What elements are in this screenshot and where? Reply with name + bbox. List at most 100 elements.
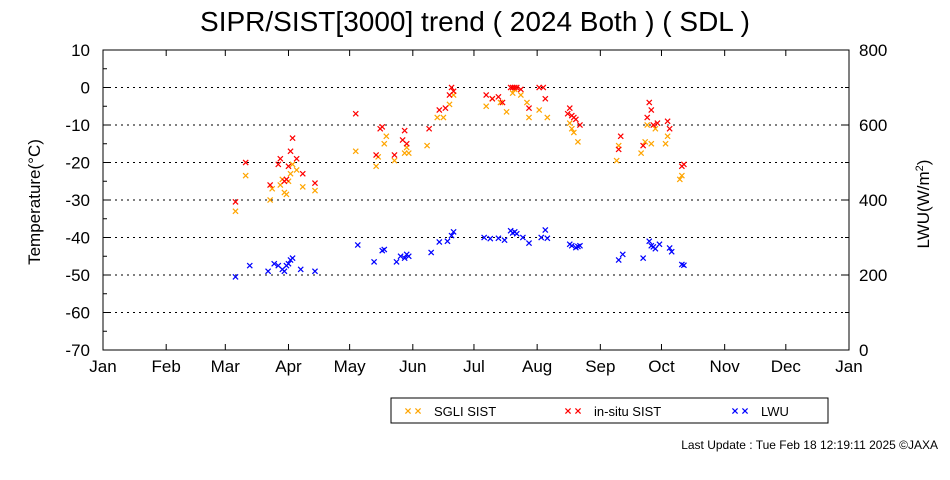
y-left-tick-label: -40 (65, 229, 90, 248)
sgli-point (293, 166, 300, 174)
x-tick-label: Jan (835, 357, 862, 376)
x-tick-label: May (334, 357, 367, 376)
lwu-point (519, 234, 526, 241)
lwu-point (513, 230, 520, 237)
lwu-point (680, 262, 687, 269)
insitu-point (525, 105, 533, 112)
insitu-point (517, 86, 524, 93)
insitu-point (499, 99, 506, 106)
y-right-tick-label: 200 (859, 266, 887, 285)
insitu-point (644, 114, 651, 121)
insitu-point (495, 93, 502, 100)
series-lwu (232, 226, 687, 280)
insitu-point (648, 106, 655, 114)
insitu-point (666, 125, 673, 132)
insitu-point (680, 161, 687, 168)
legend-marker-sgli (414, 407, 422, 415)
lwu-point (525, 240, 533, 247)
insitu-point (436, 106, 443, 114)
lwu-point (576, 242, 583, 249)
lwu-point (265, 268, 272, 275)
series-insitu (232, 84, 687, 205)
legend-label-insitu: in-situ SIST (594, 404, 661, 419)
lwu-point (538, 234, 545, 241)
legend-marker-lwu (741, 407, 749, 415)
x-tick-label: Mar (211, 357, 241, 376)
sgli-point (283, 191, 290, 198)
sgli-point (570, 129, 577, 136)
legend-marker-sgli (404, 407, 412, 415)
lwu-point (393, 258, 400, 265)
y-left-tick-label: -50 (65, 266, 90, 285)
sgli-point (383, 133, 390, 140)
lwu-point (428, 249, 435, 256)
insitu-point (391, 151, 398, 159)
insitu-point (285, 163, 292, 170)
series-sgli (232, 86, 685, 215)
sgli-point (644, 121, 651, 129)
y-left-tick-label: 0 (81, 79, 90, 98)
insitu-point (564, 110, 571, 117)
y-left-tick-label: -70 (65, 341, 90, 360)
sgli-point (440, 114, 447, 121)
y-right-tick-label: 400 (859, 191, 887, 210)
grid-lines (103, 87, 849, 313)
lwu-point (397, 253, 404, 260)
sgli-point (289, 161, 296, 168)
x-tick-label: Jul (463, 357, 485, 376)
insitu-point (283, 176, 290, 183)
lwu-point (615, 256, 622, 264)
insitu-point (489, 95, 496, 102)
lwu-point (666, 244, 673, 252)
y-left-tick-label: -60 (65, 304, 90, 323)
sgli-point (503, 108, 510, 115)
x-tick-label: Oct (648, 357, 675, 376)
sgli-point (517, 91, 524, 99)
insitu-point (566, 105, 573, 112)
x-tick-label: Aug (522, 357, 552, 376)
x-tick-label: Feb (152, 357, 181, 376)
sgli-point (648, 140, 655, 147)
insitu-point (242, 159, 249, 166)
x-tick-label: Nov (710, 357, 741, 376)
insitu-point (483, 91, 490, 99)
x-tick-label: Jan (89, 357, 116, 376)
axes: 100-10-20-30-40-50-60-708006004002000Jan… (25, 41, 933, 376)
sgli-point (434, 114, 441, 121)
lwu-point (311, 268, 319, 275)
sgli-point (568, 125, 575, 132)
sgli-point (613, 157, 620, 164)
insitu-point (576, 121, 583, 129)
insitu-point (373, 151, 380, 159)
lwu-point (246, 262, 253, 269)
sgli-point (483, 103, 490, 110)
insitu-point (448, 84, 455, 91)
insitu-point (289, 135, 296, 142)
lwu-point (450, 228, 457, 235)
lwu-point (501, 237, 508, 244)
sgli-point (536, 106, 543, 114)
insitu-point (267, 181, 274, 189)
sgli-point (523, 99, 530, 106)
sgli-point (299, 183, 306, 190)
y-right-label-sup: 2 (914, 165, 926, 171)
sgli-point (638, 150, 645, 157)
insitu-point (513, 84, 520, 91)
insitu-point (379, 123, 386, 130)
lwu-point (297, 266, 304, 273)
insitu-point (640, 142, 647, 149)
lwu-point (401, 255, 408, 262)
y-left-tick-label: -20 (65, 154, 90, 173)
insitu-point (401, 127, 408, 134)
lwu-point (281, 268, 288, 275)
insitu-point (617, 133, 624, 140)
x-tick-label: Apr (275, 357, 302, 376)
insitu-point (277, 155, 284, 162)
insitu-point (442, 105, 449, 112)
lwu-point (405, 253, 412, 260)
lwu-point (381, 246, 388, 253)
sgli-point (242, 172, 249, 179)
lwu-point (619, 251, 626, 258)
lwu-point (544, 235, 551, 242)
